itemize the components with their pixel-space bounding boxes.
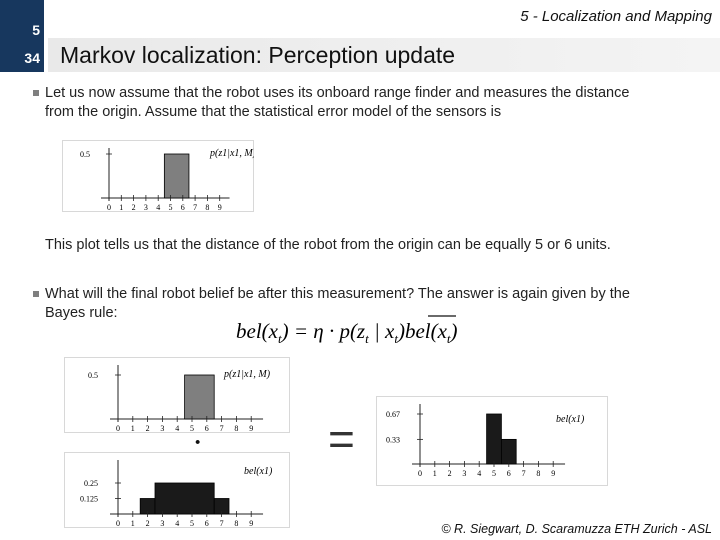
x-tick-label: 4: [156, 203, 160, 212]
chapter-number: 5: [32, 22, 40, 38]
x-tick-label: 9: [249, 519, 253, 528]
bullet-2-line-2: Bayes rule:: [45, 305, 118, 321]
page-title: Markov localization: Perception update: [60, 42, 456, 68]
equals-sign: =: [328, 413, 355, 465]
x-tick-label: 5: [492, 469, 496, 478]
x-tick-label: 7: [220, 519, 224, 528]
chart-sensor-model-repeat: 0 1 2 3 4 5 6 7 8 9 0.5 p(z1|x1, M): [64, 357, 290, 433]
bar: [184, 374, 215, 420]
y-tick-label: 0.67: [386, 410, 400, 419]
bullet-1: Let us now assume that the robot uses it…: [33, 84, 630, 122]
bullet-2-line-1: What will the final robot belief be afte…: [45, 286, 630, 302]
series-label: bel(x1): [556, 414, 585, 425]
bullet-marker: [33, 90, 39, 96]
x-tick-label: 2: [448, 469, 452, 478]
x-tick-label: 8: [234, 424, 238, 433]
bullet-2: What will the final robot belief be afte…: [33, 285, 630, 323]
x-tick-label: 9: [218, 203, 222, 212]
x-tick-label: 9: [249, 424, 253, 433]
bayes-equation: bel(xt) = η · p(zt | xt)bel(xt): [236, 315, 458, 346]
chart-prior-belief: 0 1 2 3 4 5 6 7 8 9 0.25 0.125 bel(x1): [64, 452, 290, 528]
series-label: p(z1|x1, M): [209, 148, 254, 159]
x-tick-label: 4: [175, 424, 179, 433]
bar: [486, 413, 502, 465]
explanation-text: This plot tells us that the distance of …: [45, 237, 611, 253]
footer-credit: © R. Siegwart, D. Scaramuzza ETH Zurich …: [441, 522, 712, 536]
bar: [163, 153, 190, 199]
x-tick-label: 7: [522, 469, 526, 478]
x-tick-label: 2: [132, 203, 136, 212]
chart-sensor-model: 0 1 2 3 4 5 6 7 8 9 0.5 p(z1|x1, M): [62, 140, 254, 212]
x-tick-label: 1: [119, 203, 123, 212]
x-tick-label: 6: [507, 469, 511, 478]
x-tick-label: 6: [181, 203, 185, 212]
x-tick-label: 3: [462, 469, 466, 478]
bar: [154, 482, 215, 515]
y-tick-label: 0.25: [84, 479, 98, 488]
x-tick-label: 1: [433, 469, 437, 478]
x-tick-label: 3: [144, 203, 148, 212]
slide-number: 34: [24, 50, 40, 66]
bullet-1-line-2: from the origin. Assume that the statist…: [45, 104, 502, 120]
chapter-box: 5 34: [0, 0, 44, 72]
x-tick-label: 9: [551, 469, 555, 478]
equation-text: bel(xt) = η · p(zt | xt)bel(xt): [236, 319, 458, 346]
x-tick-label: 1: [131, 519, 135, 528]
x-tick-label: 2: [146, 424, 150, 433]
x-tick-label: 8: [205, 203, 209, 212]
x-tick-label: 8: [234, 519, 238, 528]
x-tick-label: 5: [190, 424, 194, 433]
x-tick-label: 0: [418, 469, 422, 478]
x-tick-label: 6: [205, 424, 209, 433]
x-tick-label: 0: [116, 424, 120, 433]
x-tick-label: 1: [131, 424, 135, 433]
x-tick-label: 4: [175, 519, 179, 528]
y-tick-label: 0.5: [80, 150, 90, 159]
x-tick-label: 0: [116, 519, 120, 528]
y-tick-label: 0.125: [80, 495, 98, 504]
y-tick-label: 0.5: [88, 371, 98, 380]
x-tick-label: 6: [205, 519, 209, 528]
x-tick-label: 3: [160, 424, 164, 433]
chart-posterior-belief: 0 1 2 3 4 5 6 7 8 9 0.67 0.33 bel(x1): [376, 396, 608, 486]
x-tick-label: 7: [193, 203, 197, 212]
series-label: p(z1|x1, M): [223, 369, 271, 380]
x-tick-label: 4: [477, 469, 481, 478]
y-tick-label: 0.33: [386, 435, 400, 444]
section-title: 5 - Localization and Mapping: [520, 8, 712, 25]
x-tick-label: 2: [146, 519, 150, 528]
multiply-dot: ·: [192, 424, 204, 461]
title-bar: Markov localization: Perception update: [48, 38, 720, 72]
x-tick-label: 7: [220, 424, 224, 433]
x-tick-label: 5: [190, 519, 194, 528]
bullet-marker: [33, 291, 39, 297]
x-tick-label: 0: [107, 203, 111, 212]
x-tick-label: 3: [160, 519, 164, 528]
bar: [501, 438, 517, 465]
series-label: bel(x1): [244, 466, 273, 477]
x-tick-label: 5: [169, 203, 173, 212]
x-tick-label: 8: [536, 469, 540, 478]
bullet-1-line-1: Let us now assume that the robot uses it…: [45, 85, 630, 101]
